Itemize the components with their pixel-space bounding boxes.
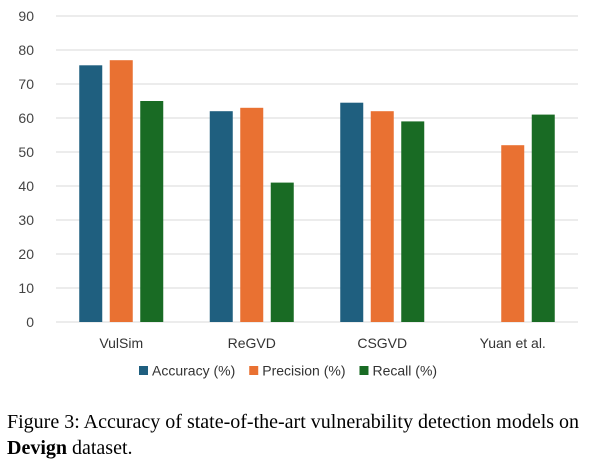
legend-label: Precision (%) [262,363,345,379]
bar-chart: 0 10 20 30 40 50 60 70 80 90 VulSim ReGVD CSGVD Yuan… [18,8,578,379]
legend-swatch [139,366,148,375]
y-tick-label: 20 [18,246,34,262]
y-tick-label: 40 [18,178,34,194]
x-category-label: CSGVD [357,335,407,351]
y-tick-label: 50 [18,144,34,160]
x-category-label: ReGVD [228,335,276,351]
bar [140,101,164,322]
caption-dataset-name: Devign [7,437,67,459]
legend-swatch [249,366,259,375]
gridlines [56,15,578,323]
y-tick-label: 60 [18,110,34,126]
bar [79,65,103,323]
y-tick-label: 0 [26,314,34,330]
bar [109,60,133,322]
bar [370,111,394,322]
legend-swatch [359,366,369,375]
caption-suffix: dataset. [67,437,133,459]
y-tick-label: 90 [18,8,34,24]
y-tick-label: 80 [18,42,34,58]
x-category-label: Yuan et al. [480,335,546,351]
y-tick-label: 10 [18,280,34,296]
bar [531,114,555,322]
bar [340,102,364,322]
legend: Accuracy (%) Precision (%) Recall (%) [139,363,437,379]
caption-prefix: Figure 3: Accuracy of state-of-the-art v… [7,411,580,433]
x-axis-category-labels: VulSim ReGVD CSGVD Yuan et al. [99,335,546,351]
y-tick-label: 30 [18,212,34,228]
legend-label: Accuracy (%) [152,363,235,379]
x-category-label: VulSim [99,335,143,351]
bar [209,111,233,322]
figure-caption: Figure 3: Accuracy of state-of-the-art v… [7,409,582,461]
bar [501,145,525,322]
bars [79,60,555,323]
legend-label: Recall (%) [372,363,437,379]
y-tick-label: 70 [18,76,34,92]
y-axis-tick-labels: 0 10 20 30 40 50 60 70 80 90 [18,8,34,330]
bar [270,182,294,322]
bar [240,107,264,322]
bar [401,121,425,323]
